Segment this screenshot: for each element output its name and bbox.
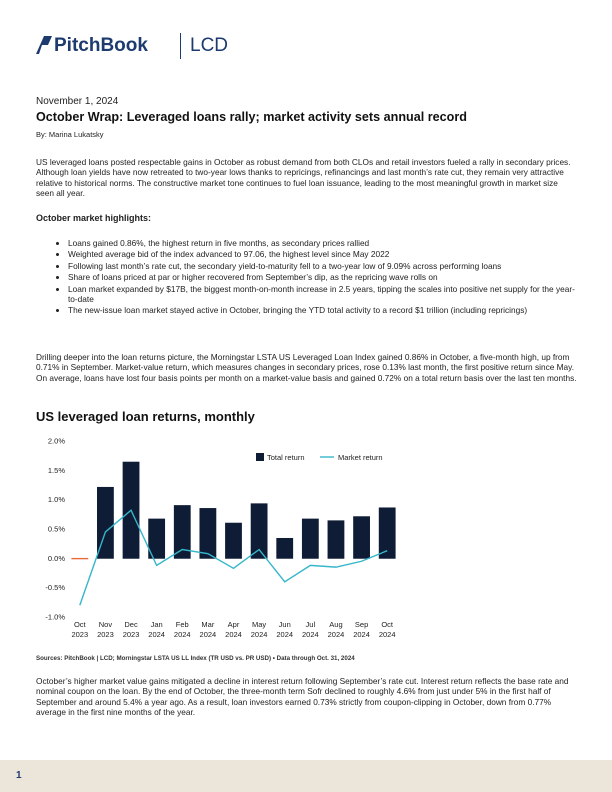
bullet: Loans gained 0.86%, the highest return i… <box>68 238 580 248</box>
bullet: Share of loans priced at par or higher r… <box>68 272 580 282</box>
x-tick-label: Apr 2024 <box>225 620 242 639</box>
bar <box>276 537 294 559</box>
x-tick-label: Jun 2024 <box>276 620 293 639</box>
paragraph: October’s higher market value gains miti… <box>36 676 569 718</box>
bullet: Loan market expanded by $17B, the bigges… <box>68 284 580 305</box>
legend-label: Total return <box>267 453 305 462</box>
page-number: 1 <box>16 770 22 781</box>
bar <box>199 508 217 559</box>
product: LCD <box>190 35 229 56</box>
byline: By: Marina Lukatsky <box>36 130 104 139</box>
x-tick-label: Oct 2024 <box>379 620 396 639</box>
bar <box>327 520 345 559</box>
highlights-heading: October market highlights: <box>36 213 152 223</box>
paragraph: US leveraged loans posted respectable ga… <box>36 157 571 199</box>
y-tick-label: 0.5% <box>48 525 65 534</box>
bar <box>71 557 89 560</box>
bullet: Following last month’s rate cut, the sec… <box>68 261 580 271</box>
logo-divider <box>180 33 181 59</box>
legend-label: Market return <box>338 453 383 462</box>
chart-title: US leveraged loan returns, monthly <box>36 409 256 424</box>
y-tick-label: -1.0% <box>45 613 65 622</box>
x-tick-label: Dec 2023 <box>123 620 140 639</box>
y-tick-label: -0.5% <box>45 583 65 592</box>
x-tick-label: Oct 2023 <box>71 620 88 639</box>
x-tick-label: Jul 2024 <box>302 620 319 639</box>
y-tick-label: 0.0% <box>48 554 65 563</box>
paragraph: Drilling deeper into the loan returns pi… <box>36 352 577 383</box>
x-tick-label: Sep 2024 <box>353 620 370 639</box>
logo-icon <box>36 36 52 54</box>
bar <box>250 503 268 559</box>
date: November 1, 2024 <box>36 96 119 107</box>
bar <box>378 507 396 559</box>
bullet: The new-issue loan market stayed active … <box>68 305 580 315</box>
bar <box>148 518 166 559</box>
bar <box>173 505 191 559</box>
bar <box>353 516 370 559</box>
bullet: Weighted average bid of the index advanc… <box>68 249 580 259</box>
brand: PitchBook <box>54 35 148 56</box>
footer-band <box>0 760 612 792</box>
x-tick-label: Feb 2024 <box>174 620 191 639</box>
x-tick-label: Nov 2023 <box>97 620 114 639</box>
bar <box>301 518 319 559</box>
chart-source: Sources: PitchBook | LCD; Morningstar LS… <box>36 655 355 662</box>
y-tick-label: 1.5% <box>48 466 65 475</box>
y-tick-label: 1.0% <box>48 495 65 504</box>
x-tick-label: Aug 2024 <box>328 620 345 639</box>
bullet-list: Loans gained 0.86%, the highest return i… <box>40 238 580 317</box>
x-tick-label: Mar 2024 <box>200 620 217 639</box>
line <box>79 509 388 606</box>
bar <box>225 522 242 559</box>
bar <box>97 486 114 559</box>
chart: US leveraged loan returns, monthly Sourc… <box>36 409 396 662</box>
legend-swatch <box>256 453 264 461</box>
x-tick-label: Jan 2024 <box>148 620 165 639</box>
title: October Wrap: Leveraged loans rally; mar… <box>36 110 467 124</box>
y-tick-label: 2.0% <box>48 437 65 446</box>
x-tick-label: May 2024 <box>251 620 268 639</box>
